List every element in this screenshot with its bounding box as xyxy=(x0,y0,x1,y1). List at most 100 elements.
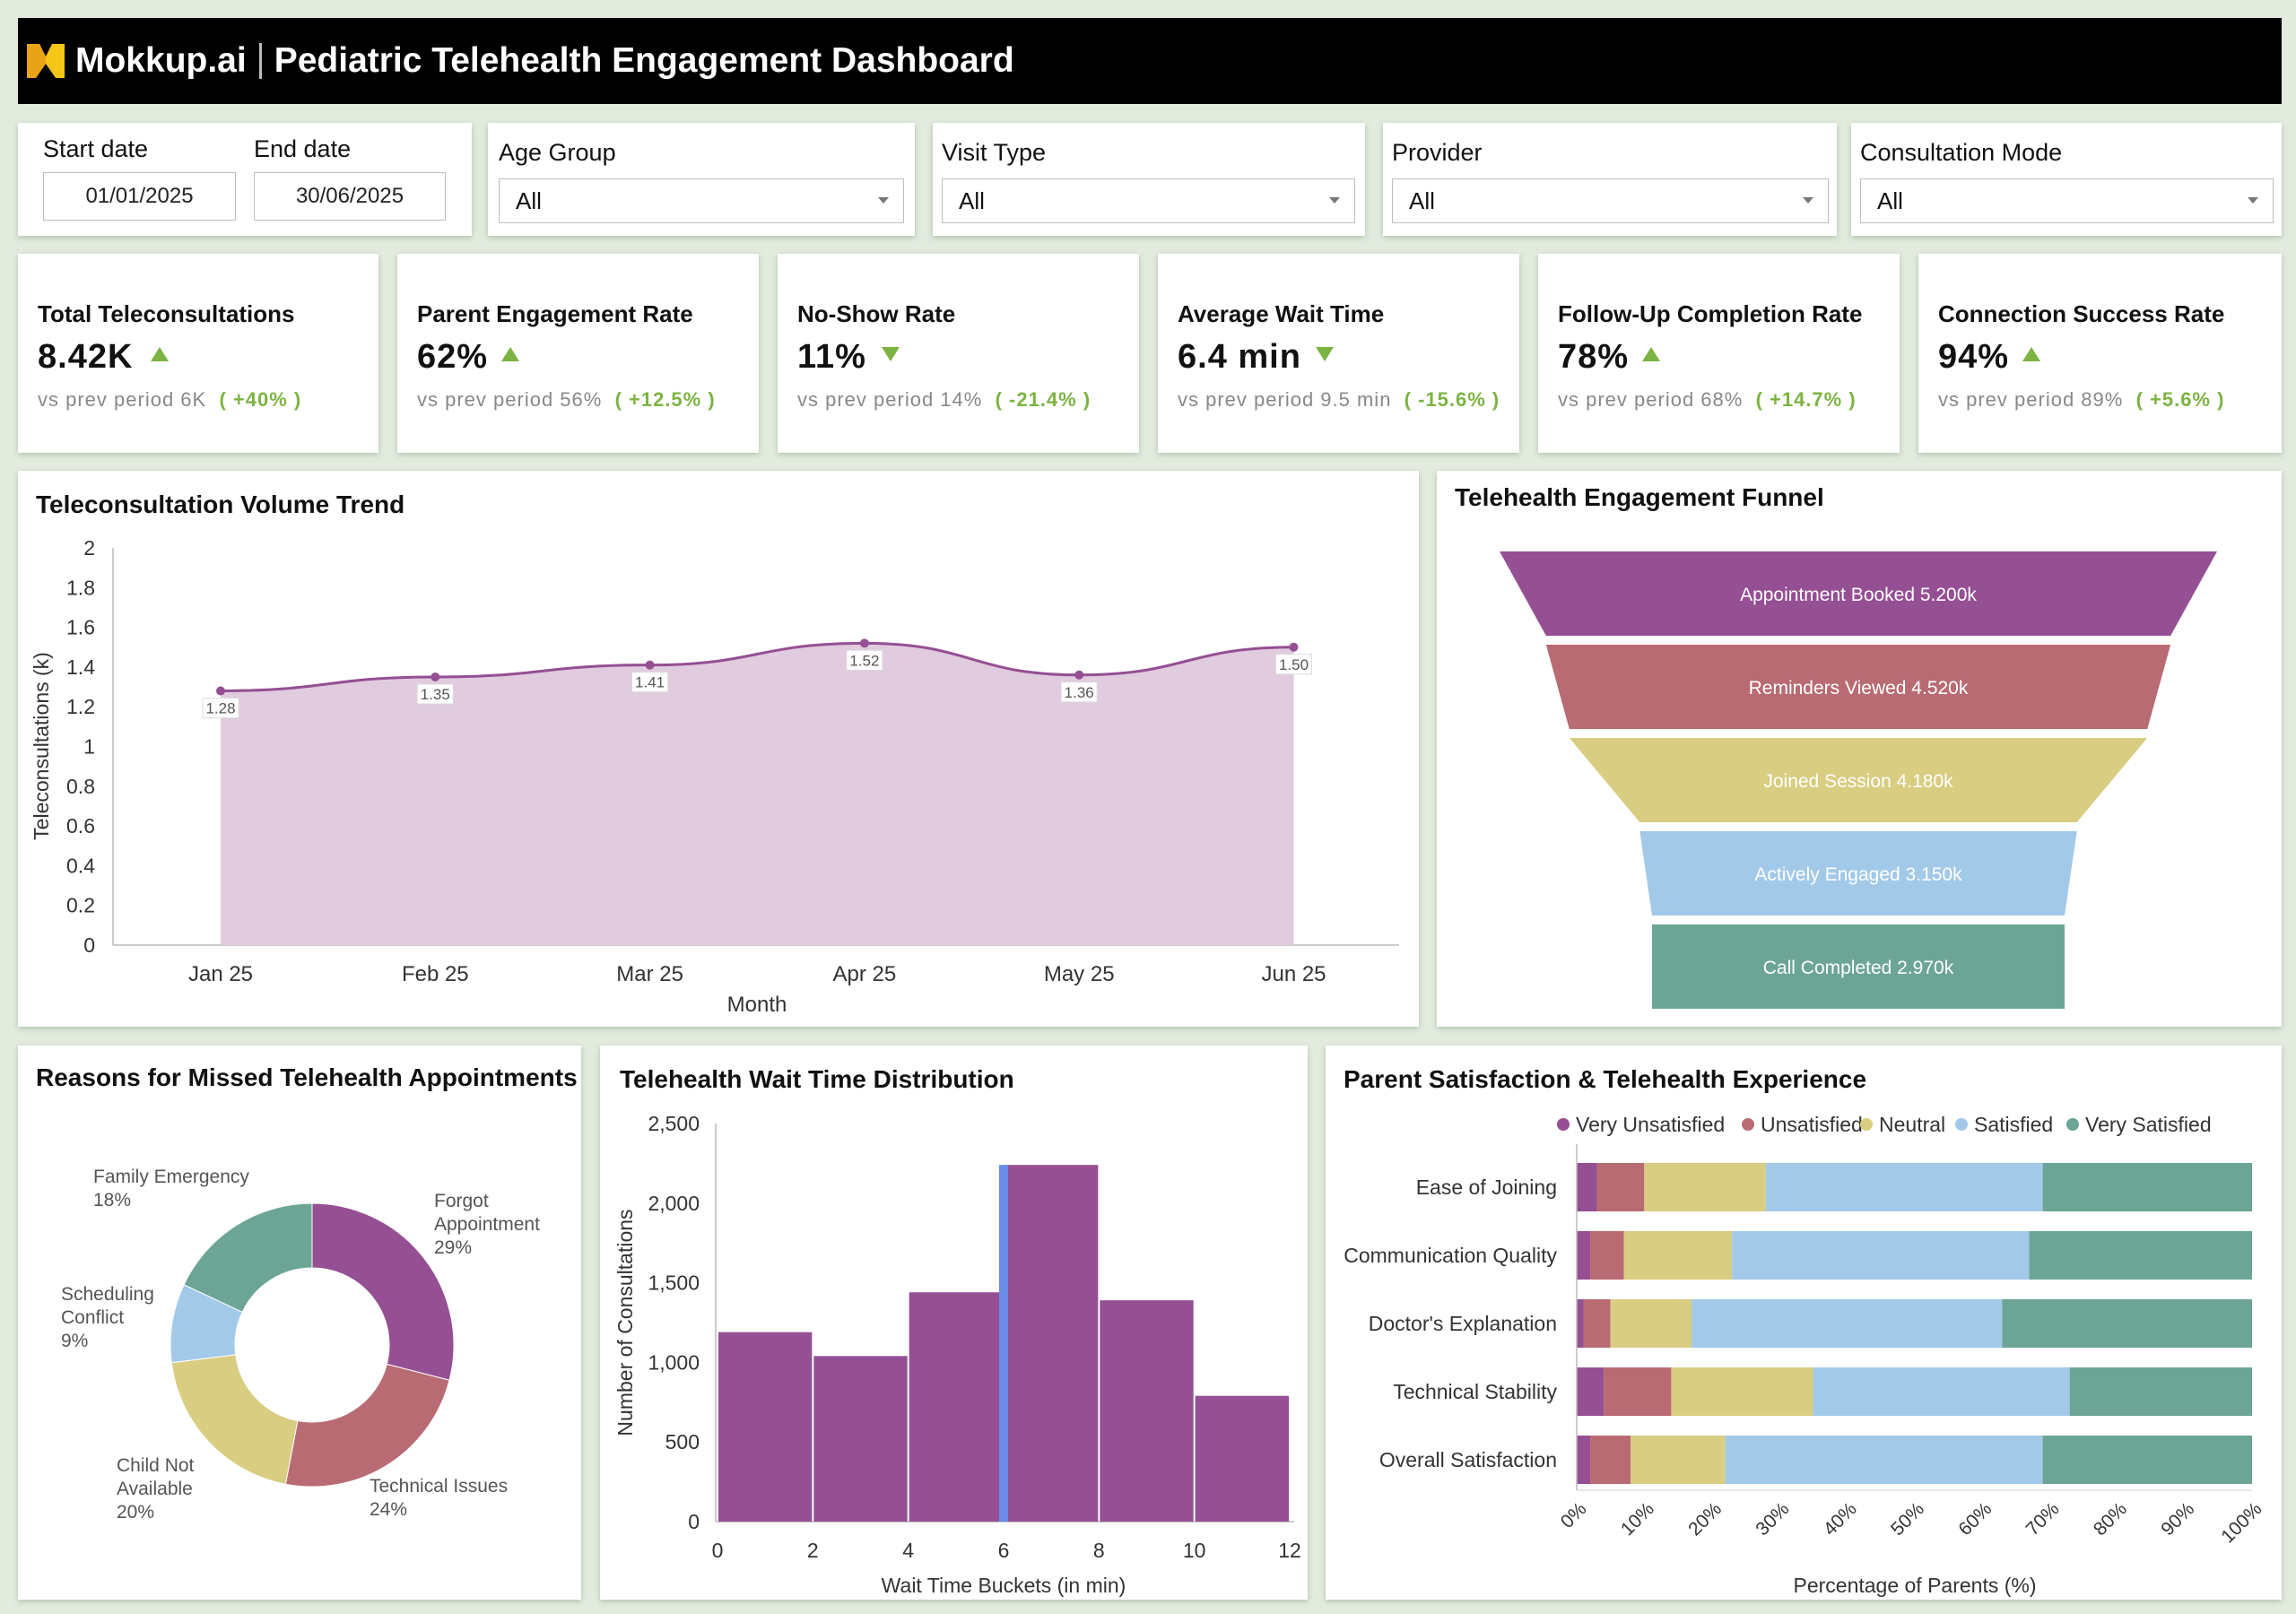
category-label: Communication Quality xyxy=(1344,1244,1557,1267)
funnel-stage xyxy=(1639,831,2077,915)
x-tick-label: 90% xyxy=(2157,1498,2198,1540)
slice-label: Family Emergency xyxy=(93,1167,249,1187)
donut-slice xyxy=(284,1363,450,1488)
y-tick-label: 1.8 xyxy=(66,576,95,599)
x-tick-label: 4 xyxy=(902,1539,914,1562)
slice-label: 9% xyxy=(61,1331,88,1351)
histogram-bar xyxy=(1195,1395,1289,1522)
stacked-bar-segment xyxy=(1644,1163,1766,1211)
legend-label: Satisfied xyxy=(1974,1113,2053,1136)
histogram-bar xyxy=(1100,1300,1194,1522)
kpi-delta: ( -15.6% ) xyxy=(1404,388,1500,411)
x-tick-label: 2 xyxy=(807,1539,819,1562)
x-tick-label: 60% xyxy=(1954,1498,1996,1540)
start-date-label: Start date xyxy=(43,135,149,162)
kpi-card-average-wait-time: Average Wait Time 6.4 min vs prev period… xyxy=(1158,254,1519,453)
funnel-stage-label: Reminders Viewed 4.520k xyxy=(1749,678,1969,699)
slice-label: 24% xyxy=(370,1499,407,1520)
y-tick-label: 0 xyxy=(83,933,95,957)
trend-up-icon xyxy=(151,347,169,361)
stacked-bar-segment xyxy=(1577,1163,1597,1211)
slice-label: Scheduling xyxy=(61,1284,154,1305)
age-group-value: All xyxy=(516,187,542,214)
y-tick-label: 1.4 xyxy=(66,655,95,679)
stacked-bar-segment xyxy=(1631,1436,1726,1484)
x-tick-label: 0 xyxy=(712,1539,724,1562)
age-group-filter-card: Age Group All xyxy=(488,123,915,236)
kpi-card-no-show-rate: No-Show Rate 11% vs prev period 14% ( -2… xyxy=(778,254,1139,453)
start-date-input[interactable]: 01/01/2025 xyxy=(43,172,236,221)
satisfaction-panel: Parent Satisfaction & Telehealth Experie… xyxy=(1326,1046,2282,1600)
category-label: Overall Satisfaction xyxy=(1379,1448,1557,1471)
kpi-comparison: vs prev period 89% ( +5.6% ) xyxy=(1938,388,2225,411)
visit-type-label: Visit Type xyxy=(942,139,1047,166)
y-tick-label: 500 xyxy=(665,1430,700,1453)
y-tick-label: 1 xyxy=(83,735,95,759)
x-tick-label: 8 xyxy=(1093,1539,1105,1562)
x-tick-label: 30% xyxy=(1752,1498,1793,1540)
stacked-bar-segment xyxy=(1577,1299,1584,1348)
kpi-comparison: vs prev period 14% ( -21.4% ) xyxy=(797,388,1091,411)
kpi-card-parent-engagement: Parent Engagement Rate 62% vs prev perio… xyxy=(397,254,759,453)
x-tick-label: 0% xyxy=(1557,1498,1591,1532)
stacked-bar-segment xyxy=(2042,1163,2252,1211)
x-tick-label: 70% xyxy=(2022,1498,2064,1540)
trend-down-icon xyxy=(1316,347,1334,361)
legend-swatch xyxy=(1557,1118,1570,1131)
slice-label: Available xyxy=(117,1479,193,1499)
y-tick-label: 1.2 xyxy=(66,695,95,718)
provider-value: All xyxy=(1409,187,1435,214)
provider-filter-card: Provider All xyxy=(1383,123,1837,236)
stacked-bar-segment xyxy=(2069,1367,2252,1416)
kpi-value: 6.4 min xyxy=(1178,338,1301,376)
funnel-stage xyxy=(1545,645,2171,729)
engagement-funnel-panel: Telehealth Engagement Funnel Appointment… xyxy=(1437,471,2282,1027)
kpi-title: Connection Success Rate xyxy=(1938,300,2225,327)
end-date-input[interactable]: 30/06/2025 xyxy=(254,172,446,221)
age-group-select[interactable]: All xyxy=(499,178,904,223)
chevron-down-icon xyxy=(1329,197,1340,204)
kpi-card-total-teleconsultations: Total Teleconsultations 8.42K vs prev pe… xyxy=(18,254,378,453)
kpi-value: 62% xyxy=(417,338,489,376)
kpi-title: No-Show Rate xyxy=(797,300,956,327)
kpi-comparison: vs prev period 68% ( +14.7% ) xyxy=(1558,388,1857,411)
consultation-mode-filter-card: Consultation Mode All xyxy=(1851,123,2282,236)
consultation-mode-label: Consultation Mode xyxy=(1860,139,2063,166)
legend-swatch xyxy=(1742,1118,1754,1131)
category-label: Ease of Joining xyxy=(1416,1176,1557,1199)
data-label: 1.50 xyxy=(1279,656,1309,673)
stacked-bar-segment xyxy=(1590,1231,1624,1280)
kpi-value: 11% xyxy=(797,338,866,376)
x-tick-label: 6 xyxy=(998,1539,1010,1562)
stacked-bar-segment xyxy=(1692,1299,2003,1348)
slice-label: Child Not xyxy=(117,1455,195,1476)
missed-reasons-panel: Reasons for Missed Telehealth Appointmen… xyxy=(18,1046,581,1600)
kpi-delta: ( +5.6% ) xyxy=(2135,388,2225,411)
kpi-title: Average Wait Time xyxy=(1178,300,1385,327)
y-tick-label: 0.6 xyxy=(66,814,95,837)
y-tick-label: 1,000 xyxy=(648,1350,700,1374)
slice-label: 18% xyxy=(93,1190,131,1210)
visit-type-select[interactable]: All xyxy=(942,178,1355,223)
funnel-stage-label: Joined Session 4.180k xyxy=(1763,771,1953,792)
data-point xyxy=(1289,642,1299,652)
average-marker xyxy=(999,1165,1008,1522)
funnel-stage xyxy=(1500,551,2217,636)
x-tick-label: 80% xyxy=(2090,1498,2131,1540)
consultation-mode-select[interactable]: All xyxy=(1860,178,2274,223)
legend-swatch xyxy=(2066,1118,2079,1131)
x-tick-label: 20% xyxy=(1684,1498,1726,1540)
data-label-box xyxy=(846,649,883,671)
data-label: 1.41 xyxy=(635,674,665,691)
stacked-bar-segment xyxy=(2029,1231,2252,1280)
x-tick-label: 40% xyxy=(1820,1498,1861,1540)
donut-slice xyxy=(183,1202,313,1314)
provider-select[interactable]: All xyxy=(1392,178,1829,223)
x-tick-label: Feb 25 xyxy=(402,962,469,986)
stacked-bar-segment xyxy=(1732,1231,2030,1280)
provider-label: Provider xyxy=(1392,139,1483,166)
y-tick-label: 1,500 xyxy=(648,1271,700,1295)
x-tick-label: 10 xyxy=(1183,1539,1206,1562)
donut-slice xyxy=(311,1202,455,1381)
volume-trend-panel: Teleconsultation Volume Trend 0 0.2 0.4 0.6… xyxy=(18,471,1419,1027)
